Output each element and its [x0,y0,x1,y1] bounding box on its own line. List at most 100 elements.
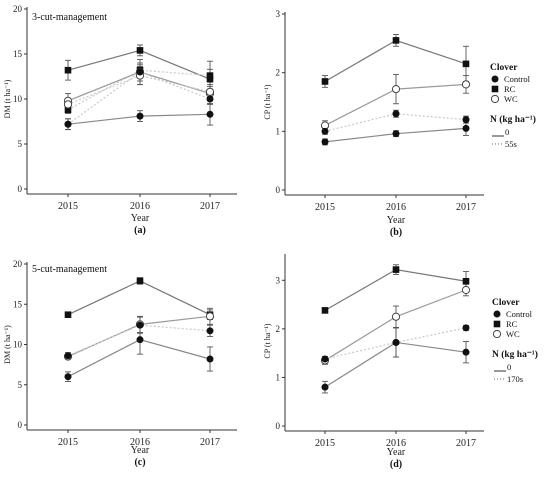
data-point-rc [64,106,72,114]
series-line-wc-n55s [67,74,211,106]
legend-entry-wc: WC [506,329,520,339]
legend-marker [491,85,499,93]
y-tick-label: 15 [13,299,23,309]
legend-entry-wc: WC [504,94,518,104]
y-tick-label: 1 [276,372,281,382]
x-tick-label: 2016 [130,201,150,212]
panel-caption: (b) [390,227,402,238]
data-point-rc [64,66,72,74]
x-axis-label: Year [387,447,406,458]
y-tick-label: 2 [276,324,281,334]
legend-entry-rc: RC [504,84,516,94]
y-tick-label: 1 [276,126,281,136]
data-point-rc [136,47,144,54]
data-point-control [64,120,72,128]
series-line-control-n0 [324,341,467,388]
legend-entry-rc: RC [506,319,518,329]
y-tick-label: 5 [18,380,23,390]
x-tick-label: 2017 [200,437,220,448]
y-tick-label: 3 [276,9,281,19]
legend-entry-n-dose: 55s [505,139,517,149]
x-tick-label: 2017 [456,438,476,449]
x-tick-label: 2015 [315,438,335,449]
y-axis-label: CP (t ha⁻¹) [263,323,272,359]
panel-title: 3-cut-management [32,12,107,23]
data-point-wc [461,285,471,295]
data-point-control [392,338,400,346]
y-tick-label: 0 [276,185,281,195]
data-point-control [136,321,144,329]
data-point-control [136,68,144,76]
x-tick-label: 2016 [386,438,406,449]
data-point-rc [392,37,400,44]
y-tick-label: 10 [13,340,23,350]
data-point-wc [461,80,471,89]
data-point-control [64,373,72,381]
data-point-wc [63,100,73,109]
x-tick-label: 2015 [315,202,335,213]
legend-title-clover: Clover [490,63,518,73]
panel-caption: (c) [134,457,145,468]
panel-c: 0 5 10 15 20 2015 2016 2017 Year DM (t ha⁻¹) (c) 5-… [3,259,237,468]
legend-entry-control: Control [506,309,533,319]
data-point-control [462,124,470,132]
x-tick-label: 2015 [58,437,78,448]
data-point-control [392,110,400,118]
x-axis-label: Year [131,445,150,456]
data-point-control [321,138,329,146]
panel-caption: (d) [390,459,402,470]
panel-title: 5-cut-management [32,264,107,275]
series-line-rc-n0 [67,280,211,316]
y-tick-label: 5 [18,139,23,149]
x-tick-label: 2016 [386,202,406,213]
data-point-rc [64,311,72,319]
y-tick-label: 0 [276,421,281,431]
data-point-rc [321,78,329,85]
legend-marker [492,329,502,339]
x-axis-label: Year [387,215,406,226]
y-axis-label: CP (t ha⁻¹) [263,84,272,120]
legend-entry-n0: 0 [507,362,511,372]
data-point-control [321,355,329,363]
data-point-wc [391,84,401,94]
panel-d: 0 1 2 3 2015 2016 2017 Year CP (t ha⁻¹) (d) [263,254,484,470]
data-point-control [462,348,470,356]
legend-marker [493,320,501,328]
series-line-control-n170s [67,324,211,357]
data-point-rc [321,307,329,314]
x-axis-label: Year [131,213,150,224]
series-line-control-n0 [67,339,211,378]
legend-title-n: N (kg ha⁻¹) [492,349,538,360]
data-point-control [462,324,470,332]
data-point-control [321,383,329,391]
series-line-rc-n0 [324,268,467,311]
legend-marker [491,75,499,83]
data-point-wc [391,312,401,321]
legend-title-clover: Clover [492,298,520,308]
panel-b: 0 1 2 3 2015 2016 2017 Year CP (t ha⁻¹) (b) [263,9,484,238]
legend-entry-n0: 0 [505,127,509,137]
data-point-wc [205,87,215,96]
panel-a: 0 5 10 15 20 2015 2016 2017 Year DM (t ha⁻¹) (a) 3-… [3,4,237,236]
legend-entry-n-dose: 170s [507,374,523,384]
legend-entry-control: Control [504,74,531,84]
y-tick-label: 20 [13,4,23,14]
data-point-control [64,352,72,360]
y-axis-label: DM (t ha⁻¹) [3,79,12,118]
y-tick-label: 2 [276,68,281,78]
data-point-control [136,112,144,120]
y-tick-label: 3 [276,275,281,285]
data-point-control [206,327,214,335]
data-point-control [136,336,144,344]
data-point-rc [136,277,144,285]
data-point-control [206,95,214,103]
series-line-wc-n0 [324,289,467,361]
legend-marker [493,310,501,318]
x-tick-label: 2017 [200,201,220,212]
legend-marker [490,94,500,104]
x-tick-label: 2017 [456,202,476,213]
data-point-rc [392,266,400,273]
